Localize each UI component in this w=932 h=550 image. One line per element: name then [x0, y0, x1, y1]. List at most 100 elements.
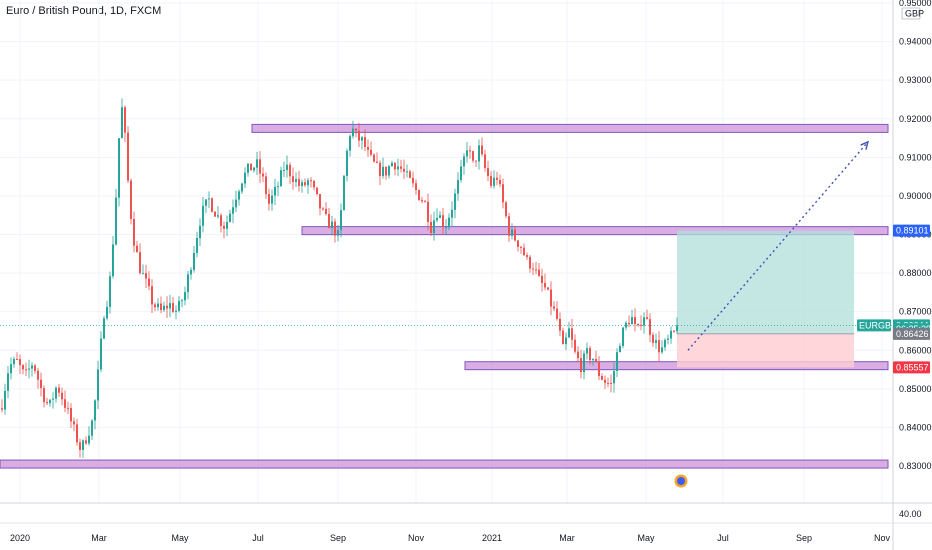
time-axis[interactable]: 2020 Mar May Jul Sep Nov 2021 Mar May Jul Sep Nov: [0, 502, 932, 543]
candle-body: [628, 322, 630, 325]
candle-body: [103, 318, 105, 339]
candle-body: [391, 162, 393, 167]
candle-body: [484, 154, 486, 169]
candle-body: [436, 217, 438, 221]
long-position-tool[interactable]: [677, 230, 854, 368]
candle-body: [19, 359, 21, 366]
candle-body: [622, 327, 624, 347]
price-tag-label: 0.85557: [896, 362, 929, 372]
candle-body: [283, 170, 285, 172]
candle-body: [241, 183, 243, 192]
candle-body: [607, 382, 609, 384]
y-tick-label: 0.85000: [899, 384, 932, 394]
candle-body: [307, 180, 309, 186]
candle-body: [454, 193, 456, 210]
horizontal-zone[interactable]: [0, 459, 889, 469]
candle-body: [88, 435, 90, 444]
candle-body: [214, 211, 216, 217]
candle-body: [475, 160, 477, 162]
candle-body: [523, 247, 525, 256]
candle-body: [424, 201, 426, 203]
candle-body: [262, 173, 264, 177]
candle-body: [499, 179, 501, 185]
currency-label: GBP: [905, 9, 924, 19]
candle-body: [304, 182, 306, 186]
candle-body: [658, 340, 660, 353]
candle-body: [505, 202, 507, 217]
candle-body: [592, 358, 594, 361]
candle-body: [673, 330, 675, 332]
candle-body: [34, 365, 36, 371]
support-resistance-zones[interactable]: [0, 123, 889, 469]
x-tick-label: May: [171, 533, 189, 543]
candle-body: [265, 176, 267, 195]
candle-body: [541, 275, 543, 283]
candle-body: [472, 151, 474, 161]
y-tick-label: 0.88000: [899, 268, 932, 278]
candle-body: [553, 306, 555, 309]
candle-body: [253, 167, 255, 171]
candle-body: [280, 170, 282, 187]
candle-body: [46, 402, 48, 404]
candlestick-series: [1, 98, 678, 458]
candle-body: [292, 176, 294, 182]
projection-arrow[interactable]: [687, 141, 869, 351]
candle-body: [649, 319, 651, 335]
horizontal-zone[interactable]: [464, 361, 889, 371]
candle-body: [202, 205, 204, 226]
candle-body: [400, 166, 402, 169]
candle-body: [439, 215, 441, 218]
candle-body: [130, 180, 132, 219]
candle-body: [325, 208, 327, 214]
profit-zone[interactable]: [677, 230, 854, 334]
symbol-tag: [857, 319, 891, 332]
candle-body: [646, 317, 648, 320]
candle-body: [79, 442, 81, 450]
price-tags: 0.89101EURGBP0.8664406:35:390.864260.855…: [857, 224, 931, 374]
candle-body: [394, 162, 396, 170]
y-tick-label: 0.93000: [899, 75, 932, 85]
candle-body: [277, 186, 279, 188]
candle-body: [238, 191, 240, 200]
candle-body: [565, 337, 567, 345]
candle-body: [340, 210, 342, 231]
candle-body: [37, 370, 39, 380]
candle-body: [352, 128, 354, 137]
candle-body: [562, 330, 564, 345]
candle-body: [31, 365, 33, 369]
candle-body: [268, 194, 270, 204]
candle-body: [364, 137, 366, 148]
horizontal-zone[interactable]: [251, 123, 889, 133]
candle-body: [532, 268, 534, 270]
candle-body: [583, 353, 585, 373]
candle-body: [154, 304, 156, 308]
candle-body: [502, 184, 504, 203]
candle-body: [493, 177, 495, 186]
candle-body: [247, 163, 249, 173]
x-tick-label: Mar: [559, 533, 575, 543]
candle-body: [169, 303, 171, 309]
candle-body: [409, 171, 411, 178]
candle-body: [385, 166, 387, 176]
candle-body: [361, 137, 363, 141]
candle-body: [514, 229, 516, 241]
loss-zone[interactable]: [677, 333, 854, 368]
candle-body: [133, 218, 135, 246]
candle-body: [550, 289, 552, 307]
candle-body: [652, 334, 654, 343]
candle-body: [430, 221, 432, 233]
candle-body: [49, 399, 51, 404]
candle-body: [205, 199, 207, 206]
candle-body: [271, 195, 273, 204]
price-axis[interactable]: 0.95000 0.94000 0.93000 0.92000 0.91000 0.900…: [892, 0, 932, 550]
candle-body: [589, 348, 591, 361]
candle-body: [67, 407, 69, 409]
candle-body: [367, 147, 369, 150]
horizontal-zone[interactable]: [301, 226, 889, 236]
candle-body: [451, 209, 453, 218]
candle-body: [115, 197, 117, 245]
x-tick-label: Sep: [330, 533, 346, 543]
candle-body: [595, 358, 597, 362]
candle-body: [70, 408, 72, 422]
